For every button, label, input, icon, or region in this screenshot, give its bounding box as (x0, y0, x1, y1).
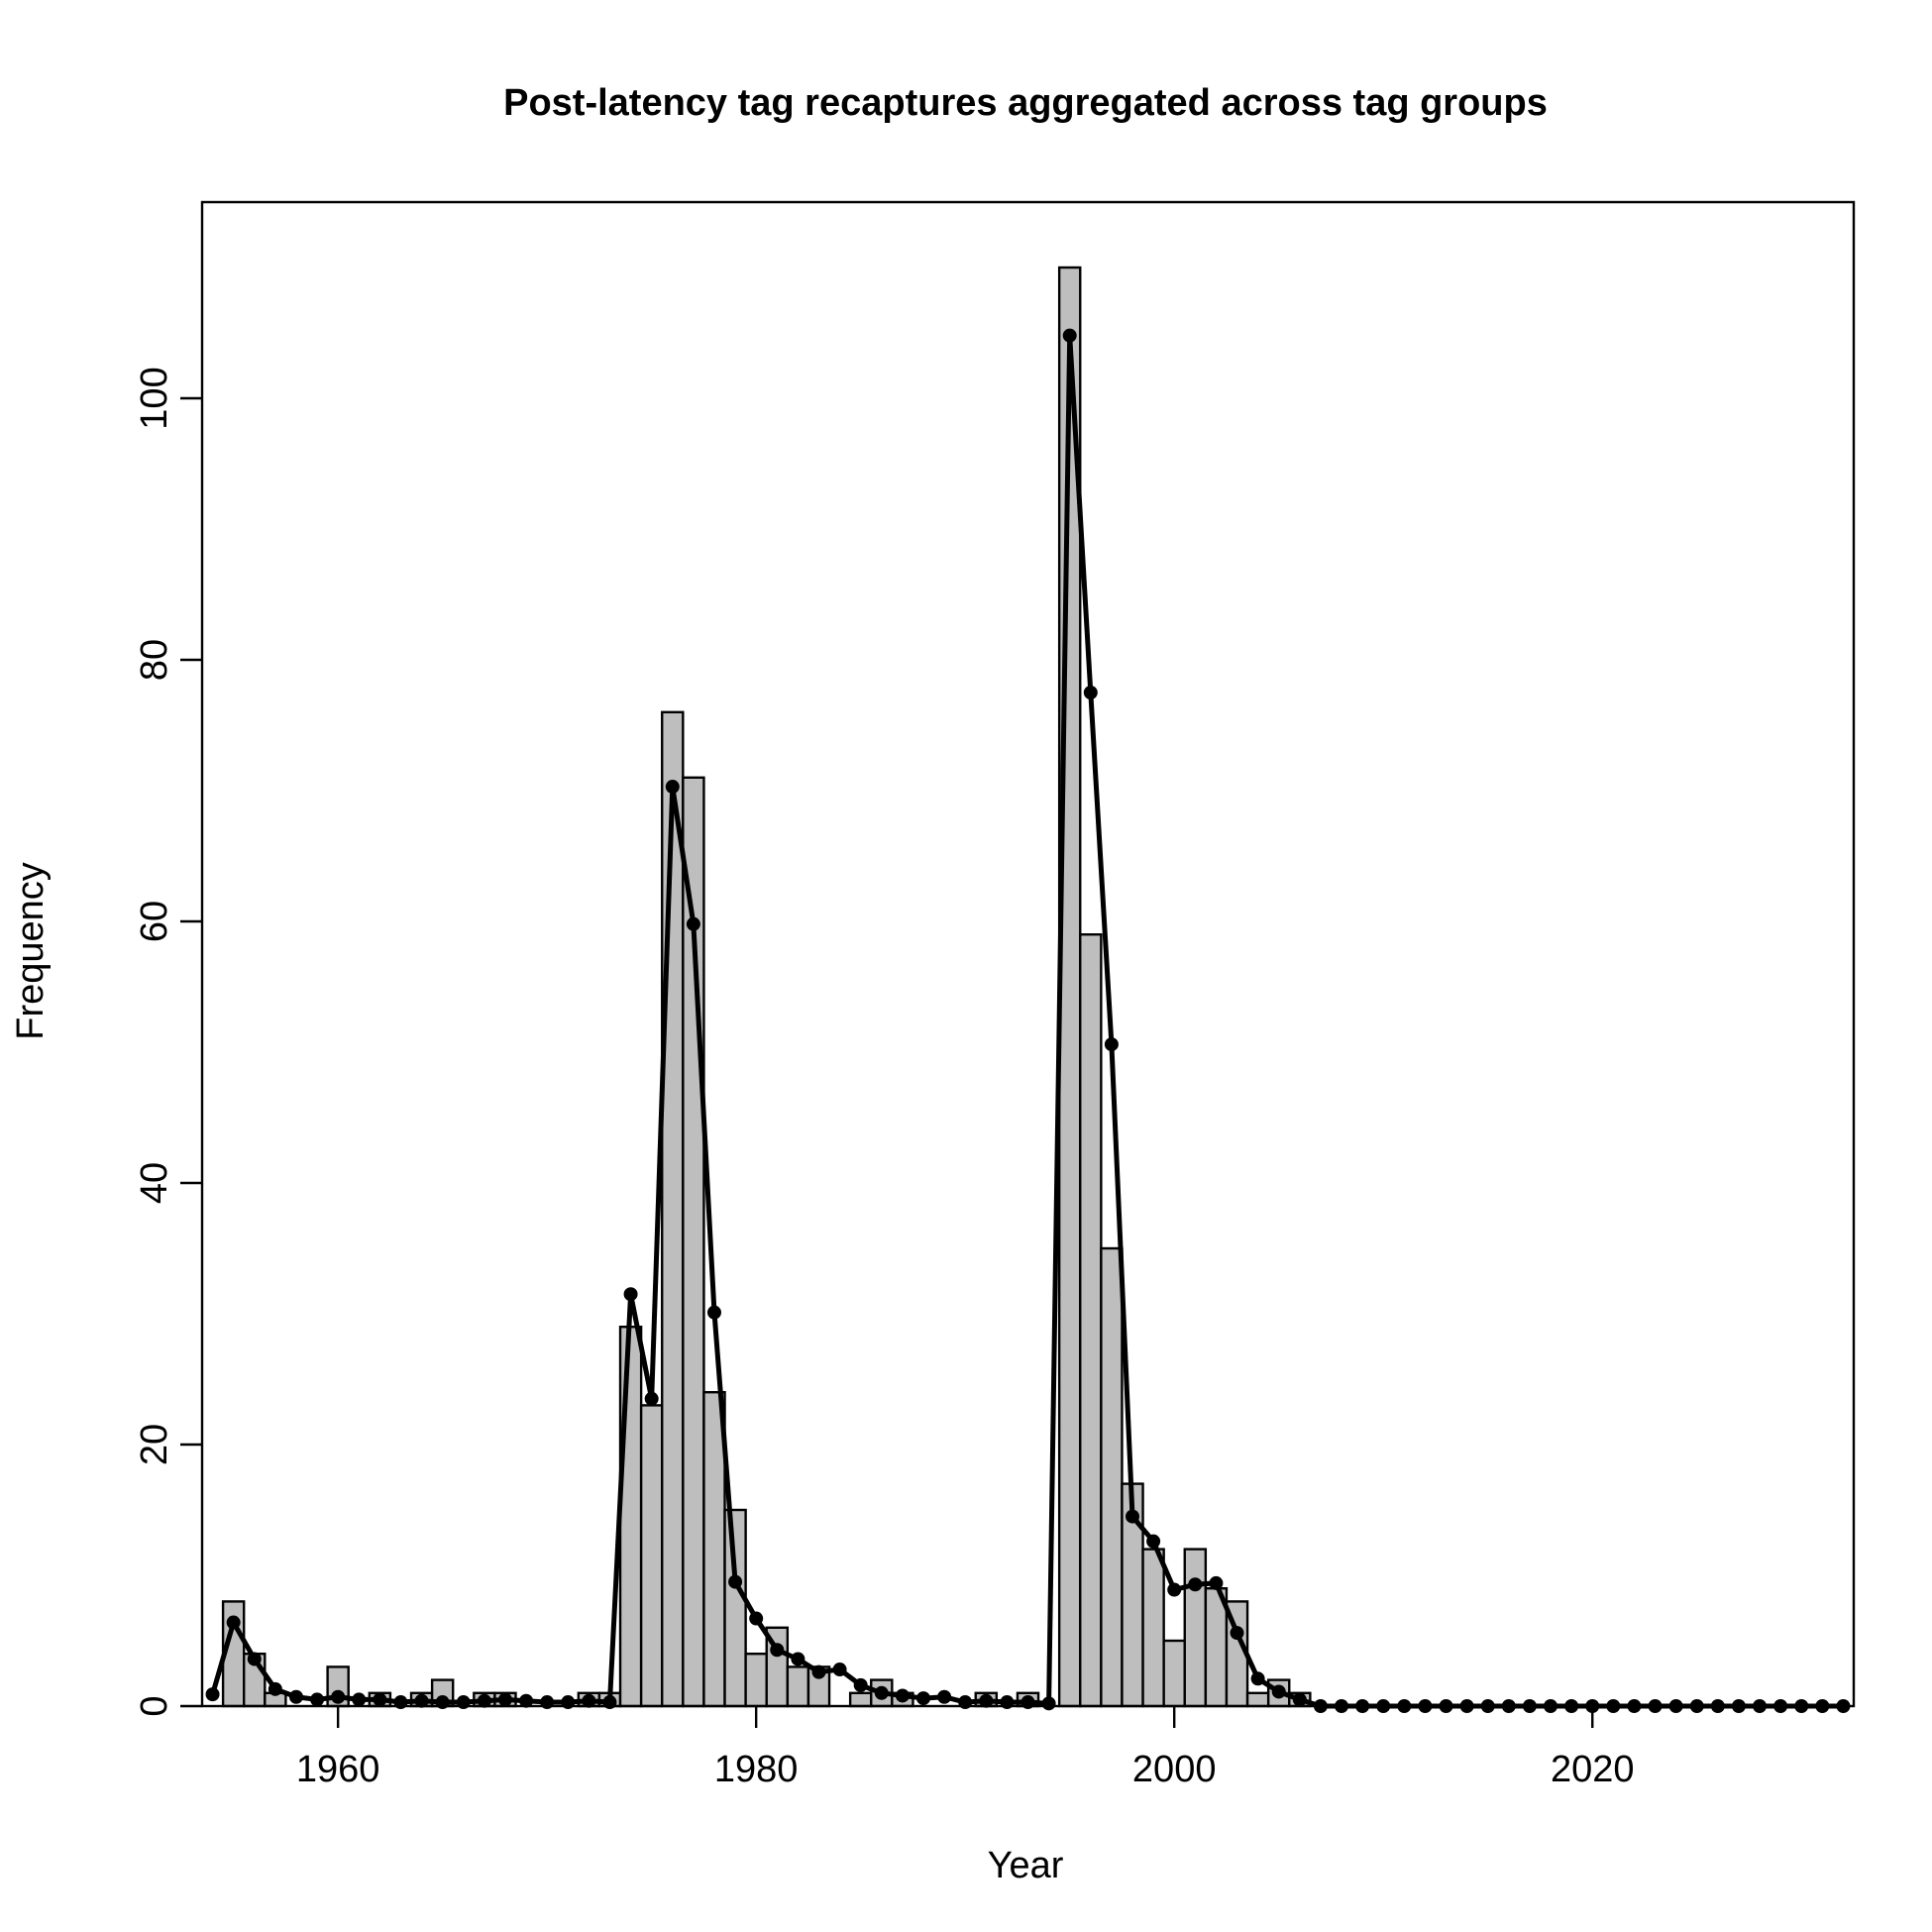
point-1995 (1062, 328, 1077, 343)
point-1994 (1041, 1696, 1056, 1711)
y-tick-label-0: 0 (134, 1695, 175, 1716)
y-tick-label-100: 100 (134, 367, 175, 429)
point-1998 (1126, 1509, 1140, 1524)
point-1991 (979, 1693, 994, 1708)
point-2005 (1271, 1684, 1286, 1699)
point-2006 (1292, 1692, 1307, 1707)
point-1983 (811, 1664, 826, 1679)
point-2003 (1230, 1626, 1244, 1641)
point-1955 (226, 1615, 241, 1630)
point-1956 (247, 1652, 262, 1666)
point-1959 (310, 1692, 325, 1707)
point-2000 (1167, 1582, 1182, 1597)
bar-2000 (1162, 1639, 1186, 1708)
bar-1997 (1100, 1246, 1124, 1708)
point-1987 (895, 1688, 910, 1703)
x-tick-label-2020: 2020 (1551, 1749, 1635, 1790)
point-1964 (414, 1693, 429, 1708)
point-1986 (874, 1685, 889, 1700)
bar-1979 (723, 1508, 747, 1708)
point-1962 (373, 1692, 387, 1707)
bar-1985 (848, 1691, 873, 1708)
point-2002 (1209, 1575, 1224, 1590)
point-1978 (706, 1305, 721, 1320)
plot-frame (200, 200, 1856, 1708)
point-1981 (770, 1643, 785, 1658)
point-1979 (728, 1574, 743, 1589)
series-line (210, 333, 1844, 1709)
point-1961 (352, 1692, 367, 1707)
bar-2004 (1245, 1691, 1270, 1708)
bar-1978 (702, 1390, 726, 1708)
bar-1982 (786, 1665, 810, 1708)
x-axis: 1960 1980 2000 2020 (296, 1706, 1635, 1790)
x-tick-label-2000: 2000 (1132, 1749, 1217, 1790)
point-2004 (1250, 1671, 1265, 1686)
point-1999 (1146, 1534, 1161, 1549)
point-1960 (331, 1689, 346, 1704)
bar-1975 (639, 1404, 664, 1708)
point-1954 (205, 1687, 220, 1702)
bar-1996 (1079, 933, 1103, 1708)
bar-2001 (1183, 1548, 1208, 1708)
point-1968 (497, 1692, 512, 1707)
series-points (205, 328, 1851, 1713)
point-1984 (832, 1663, 847, 1677)
point-1957 (268, 1681, 282, 1696)
bar-1980 (744, 1652, 768, 1708)
point-1985 (853, 1677, 868, 1692)
histogram-bars (221, 266, 1312, 1708)
y-axis: 0 20 40 60 80 100 (134, 367, 202, 1717)
point-1997 (1104, 1037, 1119, 1052)
point-2001 (1188, 1577, 1203, 1592)
chart-title: Post-latency tag recaptures aggregated a… (503, 82, 1548, 124)
point-1967 (477, 1693, 491, 1708)
y-axis-label: Frequency (10, 862, 52, 1040)
y-tick-label-60: 60 (134, 901, 175, 942)
point-1989 (937, 1689, 952, 1704)
x-tick-label-1980: 1980 (714, 1749, 799, 1790)
point-1958 (288, 1689, 303, 1704)
point-1972 (582, 1693, 596, 1708)
point-1974 (623, 1287, 638, 1302)
bar-1999 (1141, 1548, 1165, 1708)
x-tick-label-1960: 1960 (296, 1749, 380, 1790)
bar-1976 (661, 710, 685, 1708)
point-1988 (915, 1691, 930, 1706)
y-tick-label-20: 20 (134, 1424, 175, 1465)
bar-1974 (618, 1325, 643, 1708)
point-1969 (519, 1693, 534, 1708)
point-1975 (644, 1391, 659, 1406)
point-1980 (749, 1611, 764, 1626)
point-1977 (686, 916, 700, 931)
y-tick-label-40: 40 (134, 1162, 175, 1204)
x-axis-label: Year (988, 1845, 1064, 1886)
line-series (205, 328, 1851, 1713)
point-1996 (1083, 686, 1098, 699)
point-1982 (791, 1652, 805, 1666)
y-tick-label-80: 80 (134, 639, 175, 681)
point-1976 (665, 780, 680, 795)
